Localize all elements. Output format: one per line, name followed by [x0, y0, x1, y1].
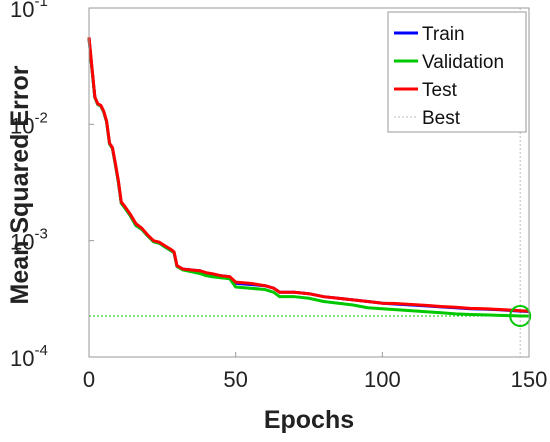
legend-label-validation: Validation	[422, 52, 504, 73]
x-tick-label: 150	[511, 367, 548, 392]
y-tick-label: 10-2	[10, 109, 48, 138]
legend-label-best: Best	[422, 108, 461, 129]
x-tick-label: 100	[364, 367, 401, 392]
legend-label-test: Test	[422, 80, 458, 101]
y-tick-label: 10-1	[10, 0, 48, 22]
series-line-test	[87, 37, 530, 313]
plot-layer	[87, 8, 532, 357]
y-tick-label: 10-3	[10, 226, 48, 255]
x-tick-label: 50	[223, 367, 247, 392]
y-tick-label: 10-4	[10, 342, 48, 371]
tick-layer: 0 50 100 150 10-4 10-3 10-2 10-1	[10, 0, 547, 392]
legend: Train Validation Test Best	[387, 11, 527, 133]
plot-frame	[88, 7, 530, 358]
y-axis-title: Mean Squared Error	[6, 65, 34, 304]
legend-label-train: Train	[422, 24, 465, 45]
x-tick-label: 0	[83, 367, 95, 392]
x-axis-title: Epochs	[264, 406, 354, 434]
best-marker	[509, 305, 532, 328]
